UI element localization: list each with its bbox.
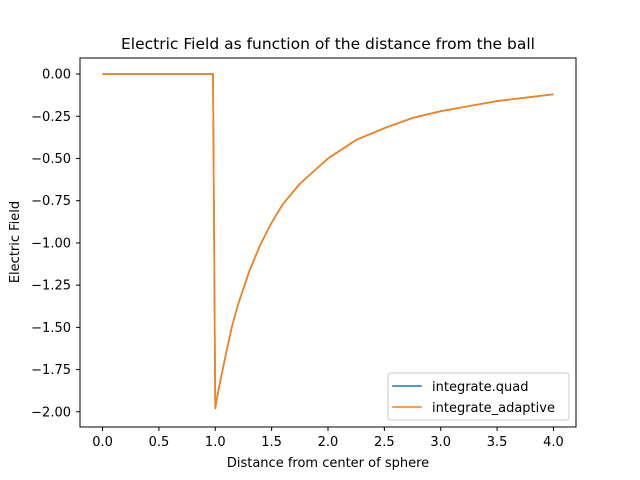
legend-box [387,372,570,421]
x-tick-label: 0.0 [92,435,113,450]
x-tick-label: 1.0 [205,435,226,450]
y-tick-label: −1.00 [31,236,71,251]
y-tick-label: −0.25 [31,110,71,125]
y-axis-label: Electric Field [8,201,23,283]
x-tick-label: 2.0 [318,435,339,450]
x-axis: 0.0 0.5 1.0 1.5 2.0 2.5 3.0 3.5 4.0 [92,427,564,450]
y-tick-label: −1.50 [31,321,71,336]
x-tick-label: 4.0 [543,435,564,450]
x-tick-label: 3.5 [487,435,508,450]
legend-label-integrate-quad: integrate.quad [432,380,528,395]
plot-area [79,57,577,428]
series-line-integrate-adaptive [102,73,554,410]
legend-label-integrate-adaptive: integrate_adaptive [432,401,555,416]
chart-title: Electric Field as function of the distan… [121,35,535,53]
y-tick-label: −1.75 [31,363,71,378]
y-tick-label: −0.50 [31,152,71,167]
x-tick-label: 2.5 [374,435,395,450]
y-tick-label: −0.75 [31,194,71,209]
legend: integrate.quad integrate_adaptive [387,372,570,421]
y-tick-label: 0.00 [42,68,71,83]
x-tick-label: 3.0 [430,435,451,450]
y-tick-label: −1.25 [31,279,71,294]
y-axis: 0.00 −0.25 −0.50 −0.75 −1.00 −1.25 −1.50 −1.75 −… [31,68,80,420]
y-tick-label: −2.00 [31,405,71,420]
series-layer [102,73,554,410]
axes-background [80,58,576,427]
x-tick-label: 1.5 [261,435,282,450]
x-axis-label: Distance from center of sphere [227,456,429,471]
x-tick-label: 0.5 [149,435,170,450]
